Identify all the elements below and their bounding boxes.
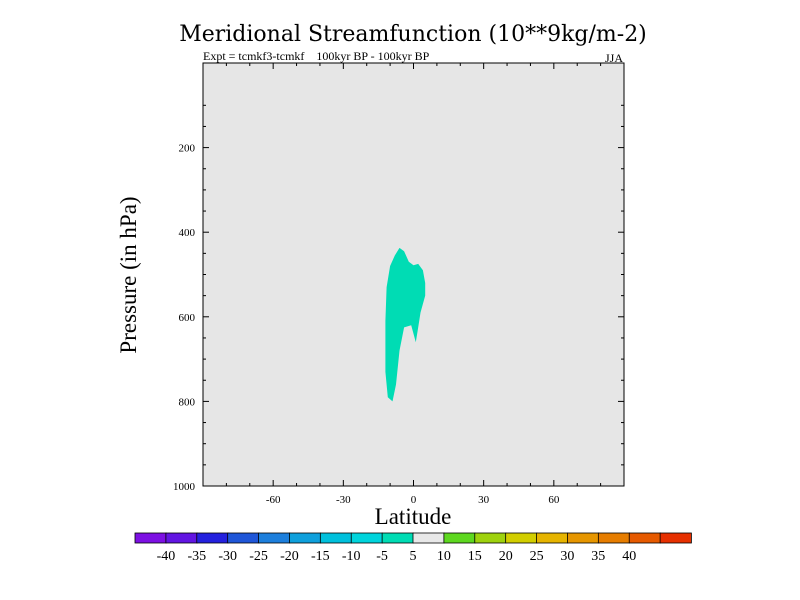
colorbar-tick-label: 30	[560, 549, 574, 564]
y-axis-label: Pressure (in hPa)	[116, 196, 141, 353]
x-axis-label: Latitude	[375, 504, 452, 529]
colorbar-tick-label: 15	[468, 549, 482, 564]
chart-title: Meridional Streamfunction (10**9kg/m-2)	[179, 22, 647, 47]
y-tick-label: 200	[179, 143, 196, 155]
axis-ticks: -60 -30 0 30 60 200 400 600 800 1000	[173, 63, 624, 506]
x-tick-label: 60	[548, 494, 560, 506]
colorbar-swatch	[505, 532, 538, 544]
colorbar-swatch	[319, 532, 353, 544]
colorbar-swatch	[567, 532, 600, 544]
colorbar-swatch	[350, 532, 383, 544]
colorbar-tick-label: 25	[530, 549, 544, 564]
colorbar-swatch	[536, 532, 569, 544]
colorbar-tick-label: -20	[280, 549, 299, 564]
colorbar-tick-label: -5	[376, 549, 388, 564]
colorbar-swatch	[628, 532, 661, 544]
colorbar-tick-label: 10	[437, 549, 451, 564]
x-tick-label: 30	[478, 494, 490, 506]
colorbar-swatch	[443, 532, 476, 544]
colorbar-tick-label: 40	[622, 549, 636, 564]
x-tick-label: -30	[336, 494, 351, 506]
colorbar-tick-label: -35	[187, 549, 206, 564]
x-tick-label: -60	[266, 494, 281, 506]
colorbar-swatch	[165, 532, 198, 544]
colorbar-swatch	[227, 532, 260, 544]
colorbar-tick-label: -10	[342, 549, 361, 564]
chart-subtitle: Expt = tcmkf3-tcmkf 100kyr BP - 100kyr B…	[203, 49, 430, 63]
y-tick-label: 400	[179, 227, 196, 239]
y-tick-label: 1000	[173, 481, 196, 493]
colorbar-swatch	[412, 532, 445, 544]
y-tick-label: 600	[179, 312, 196, 324]
plot-frame	[202, 62, 625, 487]
colorbar-swatch	[196, 532, 229, 544]
colorbar-tick-label: -40	[157, 549, 176, 564]
colorbar-swatch	[474, 532, 507, 544]
y-tick-label: 800	[179, 396, 196, 408]
colorbar: -40 -35 -30 -25 -20 -15 -10 -5 5 10 15 20 25 30 35 40	[134, 532, 692, 564]
colorbar-tick-label: -15	[311, 549, 330, 564]
colorbar-swatch	[289, 532, 322, 544]
contour-region	[385, 247, 426, 402]
contour-layer	[385, 247, 426, 402]
colorbar-swatch	[381, 532, 414, 544]
colorbar-tick-label: 5	[410, 549, 417, 564]
colorbar-tick-label: 20	[499, 549, 513, 564]
season-label: JJA	[605, 51, 623, 65]
colorbar-tick-label: -25	[249, 549, 268, 564]
colorbar-swatch	[659, 532, 692, 544]
colorbar-tick-label: -30	[218, 549, 237, 564]
colorbar-swatch	[134, 532, 167, 544]
colorbar-tick-label: 35	[591, 549, 605, 564]
colorbar-swatch	[258, 532, 291, 544]
colorbar-swatch	[597, 532, 631, 544]
x-tick-label: 0	[411, 494, 417, 506]
